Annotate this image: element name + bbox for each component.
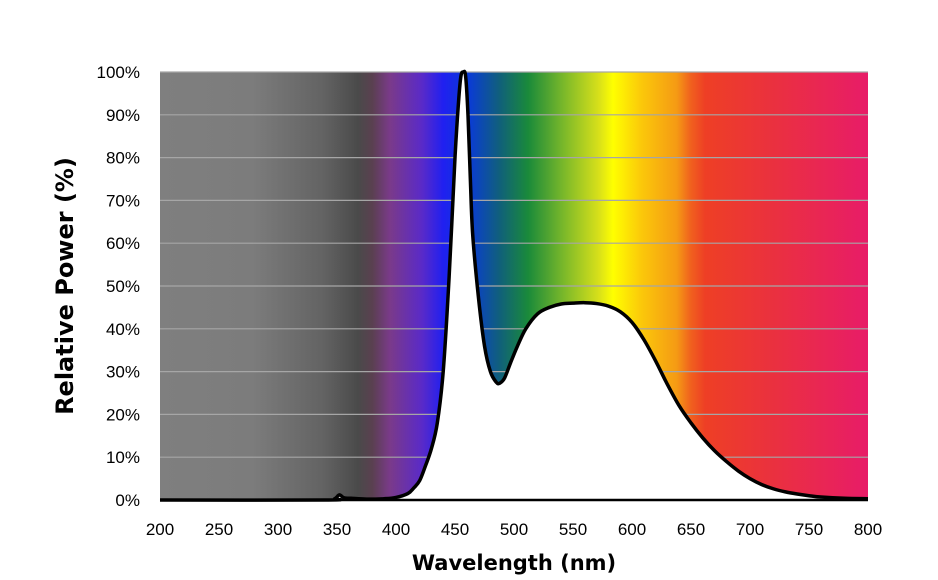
y-tick-label: 20%: [106, 405, 140, 424]
spectrum-curve: [159, 69, 869, 502]
x-tick-label: 700: [736, 520, 764, 539]
x-tick-label: 800: [854, 520, 882, 539]
y-tick-label: 30%: [106, 363, 140, 382]
under-curve-fill: [160, 71, 868, 501]
y-tick-label: 90%: [106, 106, 140, 125]
x-tick-label: 600: [618, 520, 646, 539]
x-tick-label: 350: [323, 520, 351, 539]
y-tick-labels: 0% 10% 20% 30% 40% 50% 60% 70% 80% 90% 100%: [97, 63, 140, 510]
x-tick-label: 650: [677, 520, 705, 539]
y-tick-label: 80%: [106, 149, 140, 168]
y-axis-title: Relative Power (%): [51, 157, 79, 415]
x-tick-label: 250: [205, 520, 233, 539]
x-tick-label: 500: [500, 520, 528, 539]
x-tick-label: 400: [382, 520, 410, 539]
x-tick-label: 450: [441, 520, 469, 539]
x-axis-title: Wavelength (nm): [412, 551, 616, 575]
x-tick-label: 550: [559, 520, 587, 539]
y-tick-label: 60%: [106, 234, 140, 253]
y-tick-label: 50%: [106, 277, 140, 296]
x-tick-labels: 200 250 300 350 400 450 500 550 600 650 700 750 800: [146, 520, 882, 539]
y-tick-label: 0%: [115, 491, 140, 510]
x-tick-label: 300: [264, 520, 292, 539]
y-tick-label: 10%: [106, 448, 140, 467]
y-tick-label: 100%: [97, 63, 140, 82]
x-tick-label: 200: [146, 520, 174, 539]
y-tick-label: 40%: [106, 320, 140, 339]
x-tick-label: 750: [795, 520, 823, 539]
y-tick-label: 70%: [106, 191, 140, 210]
